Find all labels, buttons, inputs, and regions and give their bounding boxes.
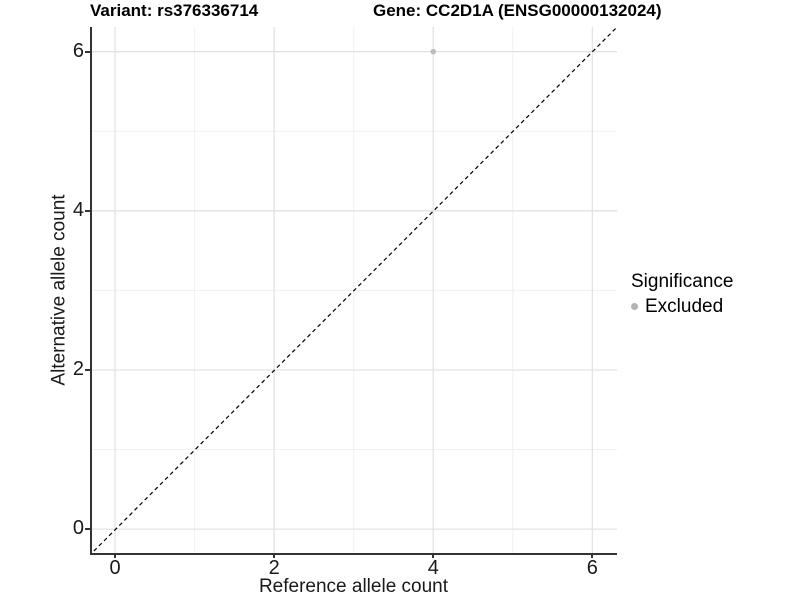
plot-area-svg [44,0,645,600]
x-axis-title: Reference allele count [258,576,449,597]
identity-dashed-line [44,0,645,600]
y-tick [85,50,90,53]
y-tick-label: 2 [72,357,84,380]
x-tick [114,553,117,558]
x-tick [432,553,435,558]
x-tick-label: 4 [427,557,439,579]
plot-title-gene: Gene: CC2D1A (ENSG00000132024) [373,1,662,20]
legend-item-label: Excluded [645,296,724,317]
legend-point-icon [631,303,638,310]
legend-title: Significance [631,271,734,292]
plot-title-variant: Variant: rs376336714 [90,1,259,20]
x-tick [591,553,594,558]
y-tick [85,209,90,212]
y-tick [85,368,90,371]
x-tick-label: 2 [268,557,280,579]
y-axis-title: Alternative allele count [48,194,70,386]
plot-panel [44,0,645,600]
legend-item: Excluded [631,296,733,317]
y-tick-label: 6 [72,39,84,62]
y-tick-label: 4 [72,198,84,221]
x-tick [273,553,276,558]
data-point [430,48,437,55]
y-tick [85,528,90,531]
y-tick-label: 0 [72,517,84,540]
x-tick-label: 6 [586,557,598,579]
legend: Significance Excluded [631,271,733,317]
x-tick-label: 0 [109,557,121,579]
